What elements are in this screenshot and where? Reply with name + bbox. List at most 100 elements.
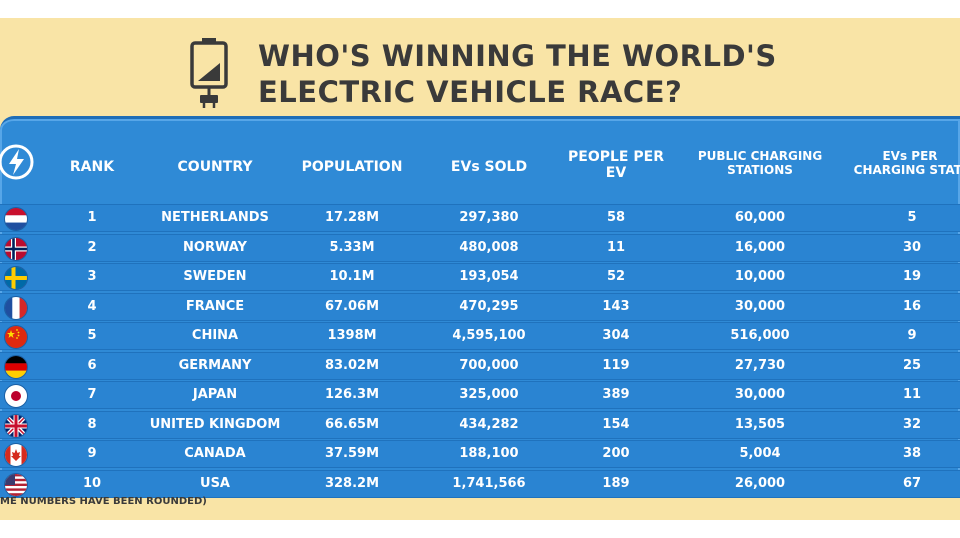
uk-flag-icon [4,413,28,438]
cell-evs-sold: 325,000 [459,387,519,402]
france-flag-icon [4,295,28,320]
cell-country: CHINA [191,328,239,343]
cell-population: 1398M [327,328,377,343]
cell-evs-per-charging-station: 19 [902,269,922,284]
header-stations-line2: STATIONS [727,163,793,177]
cell-evs-sold: 470,295 [459,298,519,314]
cell-country: SWEDEN [183,269,247,284]
header-evs-per-station-line2: CHARGING STATI [853,163,960,177]
header-population: POPULATION [301,159,403,175]
cell-rank: 8 [87,416,97,432]
cell-country: CANADA [184,446,246,461]
cell-public-charging-stations: 10,000 [734,269,786,284]
cell-evs-sold: 297,380 [459,210,519,225]
cell-country: USA [200,475,230,491]
lightning-bolt-icon [0,144,34,180]
cell-public-charging-stations: 30,000 [734,298,786,314]
cell-population: 37.59M [324,446,380,461]
cell-public-charging-stations: 16,000 [734,239,786,255]
ev-table: RANK COUNTRY POPULATION EVs SOLD PEOPLE … [0,116,960,498]
norway-flag-icon [4,236,28,261]
sweden-flag-icon [4,266,28,290]
cell-public-charging-stations: 27,730 [734,357,786,373]
cell-evs-per-charging-station: 25 [902,357,922,373]
cell-rank: 6 [87,357,97,373]
table-row: 3 SWEDEN 10.1M 193,054 52 10,000 19 [0,263,960,291]
header-evs-per-station-line1: EVs PER [882,149,938,163]
cell-public-charging-stations: 5,004 [739,446,781,461]
cell-country: GERMANY [178,357,252,373]
table-row: 5 CHINA 1398M 4,595,100 304 516,000 9 [0,322,960,350]
header-evs-per-charging-station: EVs PER CHARGING STATI [854,149,960,177]
cell-people-per-ev: 58 [606,210,626,225]
cell-rank: 9 [87,446,97,461]
table-row: 8 UNITED KINGDOM 66.65M 434,282 154 13,505 32 [0,410,960,439]
cell-people-per-ev: 304 [602,328,630,343]
cell-people-per-ev: 154 [602,416,630,432]
cell-people-per-ev: 189 [602,475,630,491]
cell-evs-sold: 480,008 [459,239,519,255]
battery-plug-icon [190,38,228,108]
header-evs-sold: EVs SOLD [450,159,528,175]
table-row: 7 JAPAN 126.3M 325,000 389 30,000 11 [0,381,960,409]
title-line-2: ELECTRIC VEHICLE RACE? [258,75,683,109]
cell-evs-sold: 700,000 [459,357,519,373]
cell-people-per-ev: 143 [602,298,630,314]
cell-evs-per-charging-station: 16 [902,298,922,314]
table-row: 6 GERMANY 83.02M 700,000 119 27,730 25 [0,351,960,380]
table-row: 9 CANADA 37.59M 188,100 200 5,004 38 [0,440,960,468]
table-row: 10 USA 328.2M 1,741,566 189 26,000 67 [0,469,960,498]
cell-people-per-ev: 389 [602,387,630,402]
cell-people-per-ev: 52 [606,269,626,284]
cell-rank: 2 [87,239,97,255]
header-rank: RANK [69,159,115,175]
cell-country: JAPAN [192,387,238,402]
germany-flag-icon [4,354,28,379]
cell-people-per-ev: 11 [606,239,626,255]
cell-public-charging-stations: 30,000 [734,387,786,402]
header-stations-line1: PUBLIC CHARGING [697,149,823,163]
cell-rank: 3 [87,269,97,284]
title-line-1: WHO'S WINNING THE WORLD'S [258,39,777,73]
header-people-per-ev-line1: PEOPLE PER [568,149,664,165]
cell-rank: 10 [82,475,102,491]
cell-rank: 4 [87,298,97,314]
cell-evs-sold: 434,282 [459,416,519,432]
cell-public-charging-stations: 13,505 [734,416,786,432]
cell-evs-sold: 1,741,566 [452,475,526,491]
cell-evs-per-charging-station: 32 [902,416,922,432]
japan-flag-icon [4,384,28,408]
cell-evs-sold: 188,100 [459,446,519,461]
header-people-per-ev-line2: EV [605,165,627,181]
cell-evs-per-charging-station: 9 [907,328,917,343]
cell-evs-per-charging-station: 5 [907,210,917,225]
cell-population: 67.06M [324,298,380,314]
cell-evs-sold: 4,595,100 [452,328,526,343]
cell-rank: 7 [87,387,97,402]
cell-public-charging-stations: 26,000 [734,475,786,491]
cell-evs-sold: 193,054 [459,269,519,284]
cell-population: 83.02M [324,357,380,373]
cell-population: 126.3M [324,387,380,402]
cell-population: 328.2M [324,475,380,491]
netherlands-flag-icon [4,207,28,231]
cell-evs-per-charging-station: 38 [902,446,922,461]
cell-country: FRANCE [185,298,245,314]
cell-population: 17.28M [324,210,380,225]
cell-population: 10.1M [329,269,375,284]
cell-evs-per-charging-station: 30 [902,239,922,255]
table-row: 2 NORWAY 5.33M 480,008 11 16,000 30 [0,233,960,262]
header-country: COUNTRY [177,159,253,175]
cell-evs-per-charging-station: 11 [902,387,922,402]
header-people-per-ev: PEOPLE PER EV [568,149,664,181]
cell-rank: 5 [87,328,97,343]
table-row: 4 FRANCE 67.06M 470,295 143 30,000 16 [0,292,960,321]
china-flag-icon [4,325,28,349]
footnote: ME NUMBERS HAVE BEEN ROUNDED) [0,496,207,507]
header-public-charging-stations: PUBLIC CHARGING STATIONS [698,149,822,177]
cell-population: 66.65M [324,416,380,432]
cell-population: 5.33M [329,239,375,255]
cell-people-per-ev: 119 [602,357,630,373]
cell-country: UNITED KINGDOM [149,416,281,432]
cell-public-charging-stations: 516,000 [730,328,790,343]
